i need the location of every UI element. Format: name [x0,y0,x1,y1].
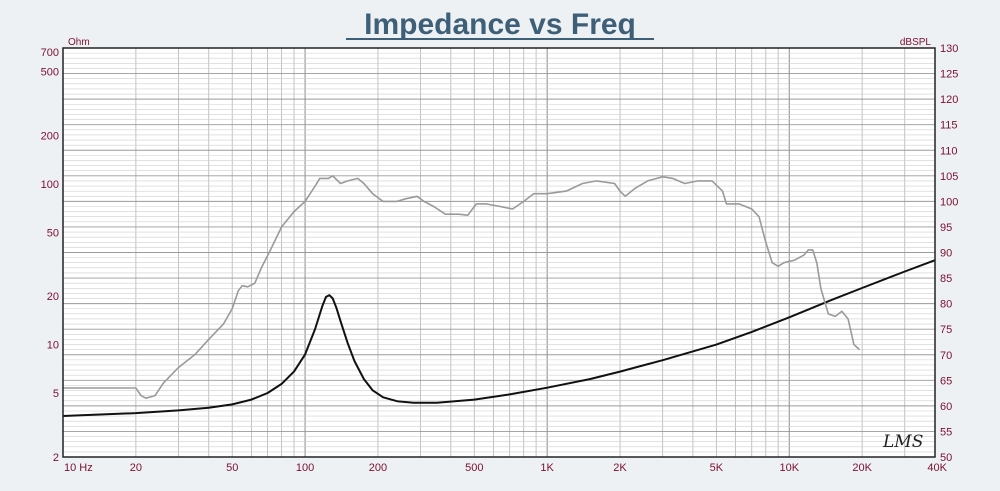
impedance-curve [62,259,936,417]
y-right-tick-label: 125 [940,69,958,81]
x-tick-label: 5K [710,462,724,474]
y-axis-left: 700 500 200 100 50 20 10 5 2 [41,47,59,464]
x-tick-label: 50 [226,462,238,474]
y-right-tick-label: 50 [940,452,952,464]
x-tick-label: 10K [779,462,799,474]
y-right-tick-label: 65 [940,375,952,387]
y-right-tick-label: 70 [940,350,952,362]
x-tick-label: 1K [540,462,554,474]
x-tick-label: 20 [130,462,142,474]
x-tick-label: 10 Hz [64,462,93,474]
y-left-tick-label: 500 [41,66,59,78]
y-right-tick-label: 80 [940,299,952,311]
plot-frame [62,47,936,458]
x-tick-label: 20K [852,462,872,474]
y-right-tick-label: 130 [940,43,958,55]
y-left-tick-label: 200 [41,130,59,142]
grid [62,47,936,458]
spl-curve [63,175,861,399]
y-left-tick-label: 10 [47,340,59,352]
y-right-tick-label: 85 [940,273,952,285]
y-right-tick-label: 55 [940,426,952,438]
y-right-tick-label: 110 [940,145,958,157]
y-left-tick-label: 2 [53,452,59,464]
y-left-tick-label: 20 [47,291,59,303]
x-tick-label: 2K [613,462,627,474]
x-tick-label: 100 [296,462,314,474]
y-right-tick-label: 90 [940,248,952,260]
y-left-tick-label: 50 [47,227,59,239]
y-right-tick-label: 60 [940,401,952,413]
chart-title: Impedance vs Freq [364,8,636,41]
y-left-tick-label: 700 [41,47,59,59]
x-axis: 10 Hz 20 50 100 200 500 1K 2K 5K 10K 20K 40K [64,462,948,474]
x-tick-label: 40K [927,462,947,474]
lms-watermark: LMS [882,432,923,452]
y-left-tick-label: 5 [53,388,59,400]
y-right-tick-label: 105 [940,171,958,183]
y-left-unit: Ohm [68,37,90,48]
y-right-tick-label: 95 [940,222,952,234]
x-tick-label: 200 [369,462,387,474]
x-tick-label: 500 [465,462,483,474]
y-axis-right: 130 125 120 115 110 105 100 95 90 85 80 75 70 65 60 55 5… [940,43,958,464]
y-right-tick-label: 75 [940,324,952,336]
y-right-unit: dBSPL [900,37,932,48]
y-right-tick-label: 100 [940,196,958,208]
y-right-tick-label: 120 [940,94,958,106]
y-right-tick-label: 115 [940,120,958,132]
y-left-tick-label: 100 [41,179,59,191]
series-layer [62,175,936,417]
